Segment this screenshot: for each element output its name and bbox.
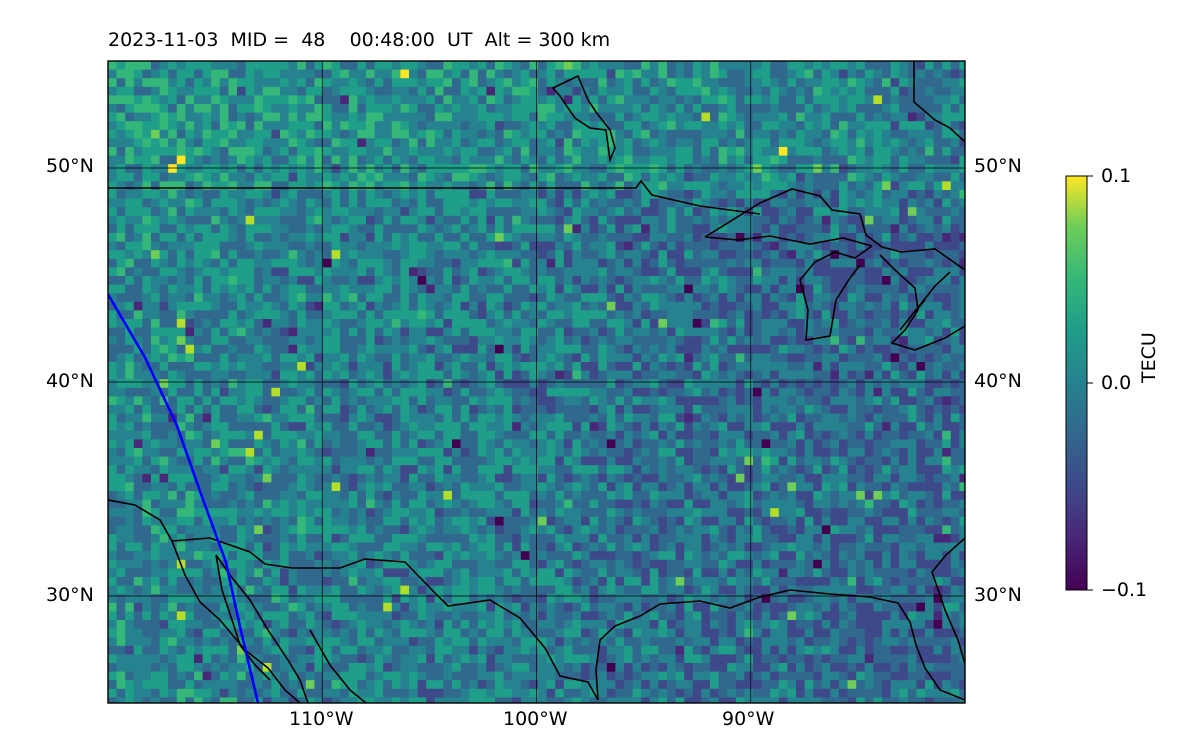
colorbar-tick-label-mid: 0.0 bbox=[1101, 372, 1132, 394]
lat-label-left-30: 30°N bbox=[46, 584, 94, 606]
lake-michigan bbox=[799, 245, 873, 341]
lake-superior-south bbox=[704, 235, 873, 247]
baja-california bbox=[108, 499, 301, 703]
satellite-track bbox=[108, 293, 260, 703]
colorbar bbox=[1065, 175, 1093, 591]
title-date: 2023-11-03 bbox=[108, 29, 219, 51]
map-gridlines bbox=[108, 61, 965, 703]
lat-label-left-40: 40°N bbox=[46, 370, 94, 392]
lat-label-left-50: 50°N bbox=[46, 155, 94, 177]
lon-label-110w: 110°W bbox=[289, 708, 354, 730]
tec-heatmap bbox=[108, 61, 965, 703]
hudson-bay-coast bbox=[551, 74, 616, 164]
lat-label-right-30: 30°N bbox=[974, 584, 1022, 606]
plot-title: 2023-11-03 MID = 48 00:48:00 UT Alt = 30… bbox=[108, 29, 610, 51]
title-time: 00:48:00 bbox=[349, 29, 435, 51]
lon-label-90w: 90°W bbox=[722, 708, 775, 730]
us-mexico-border bbox=[171, 537, 599, 701]
title-alt-label: Alt = bbox=[484, 29, 533, 51]
title-time-unit: UT bbox=[447, 29, 473, 51]
colorbar-tick-label-bottom: −0.1 bbox=[1101, 579, 1148, 601]
map-frame bbox=[107, 60, 966, 704]
title-mid-label: MID = bbox=[230, 29, 290, 51]
lake-huron-erie bbox=[879, 254, 965, 351]
mexico-pacific-coast bbox=[309, 629, 367, 703]
great-lakes-shoreline bbox=[704, 188, 965, 271]
us-canada-border bbox=[108, 179, 761, 215]
florida-coast bbox=[931, 537, 965, 665]
colorbar-tick-label-top: 0.1 bbox=[1101, 165, 1132, 187]
lat-label-right-50: 50°N bbox=[974, 155, 1022, 177]
title-mid-value: 48 bbox=[301, 29, 326, 51]
labrador-coast bbox=[913, 61, 965, 143]
lon-label-100w: 100°W bbox=[503, 708, 568, 730]
lat-label-right-40: 40°N bbox=[974, 370, 1022, 392]
colorbar-label: TECU bbox=[1138, 332, 1160, 383]
colorbar-gradient bbox=[1065, 175, 1088, 591]
gulf-coast bbox=[595, 589, 965, 701]
title-alt-value: 300 km bbox=[538, 29, 611, 51]
map-panel bbox=[107, 60, 966, 704]
coastlines-and-borders bbox=[108, 61, 965, 703]
